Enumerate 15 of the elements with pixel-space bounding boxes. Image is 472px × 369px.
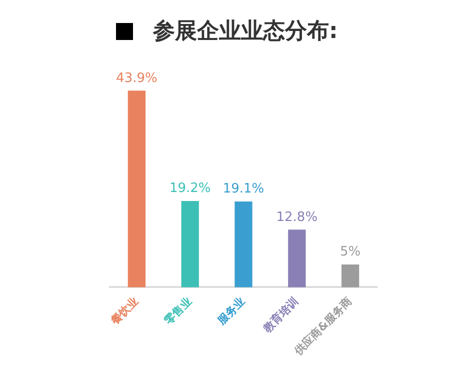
bar [234,201,252,288]
data-label: 5% [340,244,361,260]
bar [341,264,360,288]
data-label: 12.8% [276,210,318,225]
data-label: 19.2% [169,181,211,196]
x-tick-label: 零售业 [161,294,194,328]
x-tick-label: 教育培训 [260,294,302,336]
data-label: 19.1% [222,182,264,197]
chart-title: 参展企业业态分布: [153,18,338,46]
bar [288,230,306,288]
data-label: 43.9% [116,70,158,86]
x-tick-label: 服务业 [214,294,248,328]
bar [181,201,199,288]
x-tick-label: 餐饮业 [108,294,141,328]
bar [128,90,146,288]
